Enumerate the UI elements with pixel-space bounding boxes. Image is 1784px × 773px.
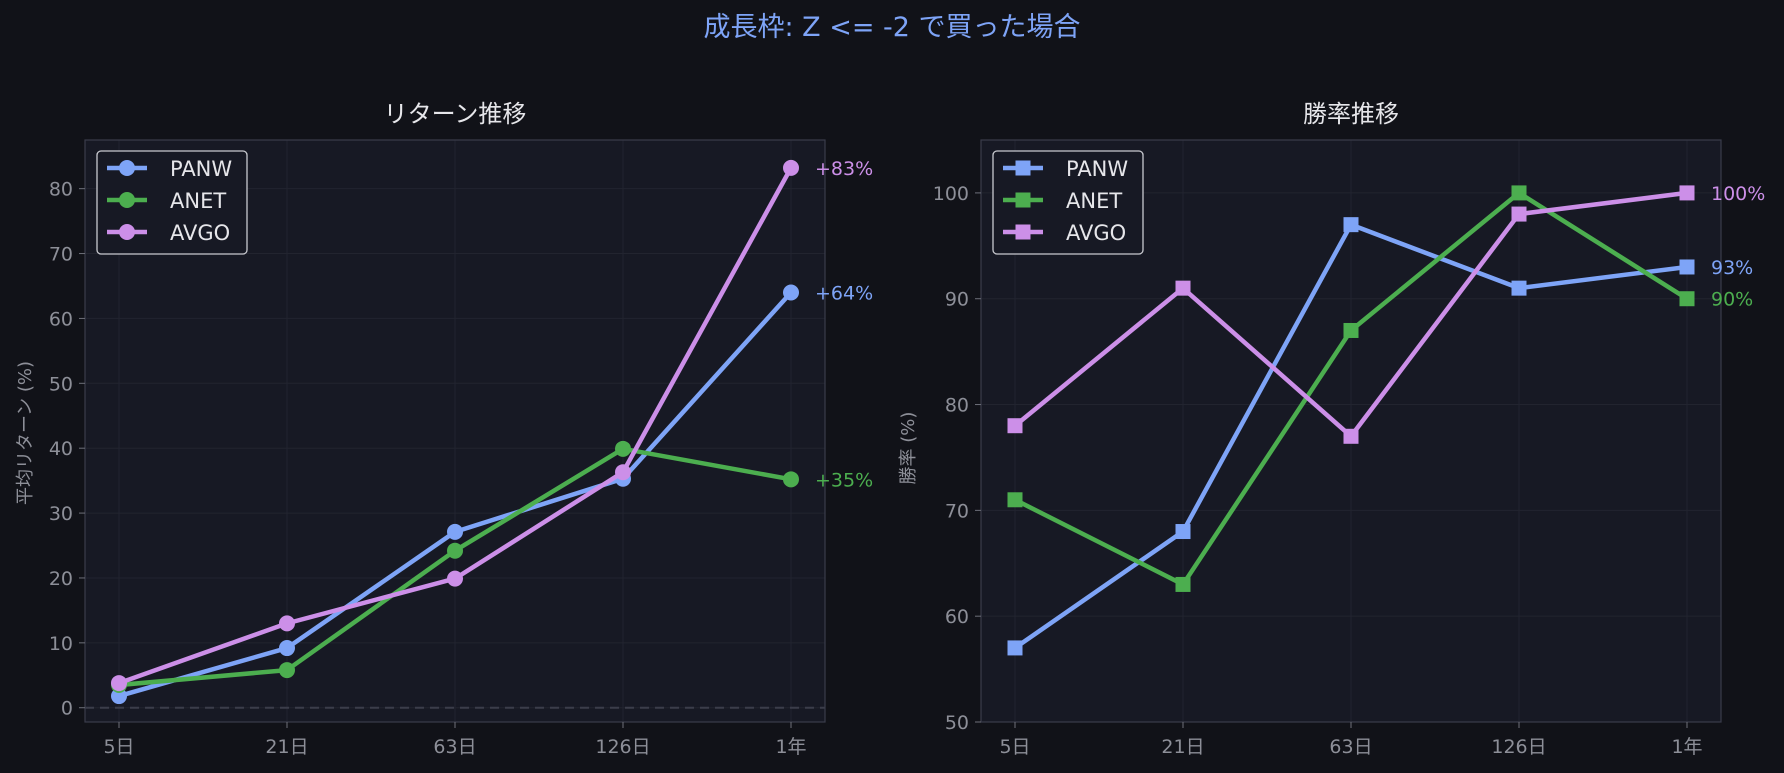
y-tick-label: 100 bbox=[933, 183, 969, 205]
legend-label: ANET bbox=[1066, 189, 1122, 213]
legend-marker bbox=[1015, 224, 1031, 240]
avgo-end-label: 100% bbox=[1711, 183, 1765, 205]
winrate-series-anet: 90% bbox=[1007, 185, 1753, 592]
y-tick-label: 20 bbox=[49, 568, 73, 590]
x-tick-label: 5日 bbox=[103, 736, 134, 758]
panw-point bbox=[1343, 217, 1359, 233]
returns-legend: PANW ANET AVGO bbox=[96, 150, 248, 255]
y-tick-label: 70 bbox=[945, 500, 969, 522]
panw-point bbox=[1511, 280, 1527, 296]
winrate-series-avgo: 100% bbox=[1007, 183, 1765, 444]
avgo-point bbox=[783, 159, 799, 176]
panw-point bbox=[1007, 640, 1023, 656]
legend-label: PANW bbox=[1066, 157, 1128, 181]
y-tick-label: 10 bbox=[49, 633, 73, 655]
legend-marker bbox=[1015, 192, 1031, 208]
legend-marker bbox=[119, 160, 135, 176]
legend-label: AVGO bbox=[170, 221, 230, 245]
panw-point bbox=[783, 284, 799, 301]
x-tick-label: 1年 bbox=[1671, 736, 1702, 758]
x-tick-label: 126日 bbox=[1491, 736, 1546, 758]
returns-series-anet: +35% bbox=[111, 440, 873, 694]
winrate-chart-y-axis-label: 勝率 (%) bbox=[898, 412, 919, 485]
panw-point bbox=[1175, 524, 1191, 540]
panw-end-label: 93% bbox=[1711, 257, 1753, 279]
panw-point bbox=[279, 640, 295, 657]
avgo-end-label: +83% bbox=[815, 158, 873, 180]
legend-marker bbox=[119, 192, 135, 208]
panw-point bbox=[447, 523, 463, 540]
panw-point bbox=[1679, 259, 1695, 275]
winrate-chart: 勝率推移 勝率 (%) 50 60 70 80 90 100 5日 21日 63日 126日 1年 9… bbox=[898, 100, 1765, 758]
x-tick-label: 5日 bbox=[999, 736, 1030, 758]
y-tick-label: 50 bbox=[49, 373, 73, 395]
returns-chart: リターン推移 平均リターン (%) 0 10 20 30 40 50 60 70 80 5日 21日… bbox=[15, 100, 873, 758]
anet-point bbox=[1175, 576, 1191, 592]
x-tick-label: 21日 bbox=[1161, 736, 1204, 758]
y-tick-label: 80 bbox=[49, 179, 73, 201]
y-tick-label: 30 bbox=[49, 503, 73, 525]
legend-label: ANET bbox=[170, 189, 226, 213]
y-tick-label: 50 bbox=[945, 712, 969, 734]
anet-point bbox=[1007, 492, 1023, 508]
anet-point bbox=[1343, 322, 1359, 338]
legend-label: PANW bbox=[170, 157, 232, 181]
avgo-point bbox=[1175, 280, 1191, 296]
figure-title: 成長枠: Z <= -2 で買った場合 bbox=[703, 12, 1080, 43]
panw-end-label: +64% bbox=[815, 282, 873, 304]
winrate-legend: PANW ANET AVGO bbox=[992, 150, 1144, 255]
anet-point bbox=[279, 662, 295, 679]
returns-chart-y-axis-label: 平均リターン (%) bbox=[15, 361, 36, 505]
y-tick-label: 70 bbox=[49, 244, 73, 266]
avgo-point bbox=[1511, 206, 1527, 222]
legend-marker bbox=[1015, 160, 1031, 176]
avgo-point bbox=[1679, 185, 1695, 201]
y-tick-label: 0 bbox=[61, 698, 73, 720]
anet-point bbox=[615, 440, 631, 457]
avgo-point bbox=[279, 615, 295, 632]
y-tick-label: 80 bbox=[945, 395, 969, 417]
winrate-series-panw: 93% bbox=[1007, 217, 1753, 656]
panw-point bbox=[111, 688, 127, 705]
anet-point bbox=[447, 542, 463, 559]
anet-point bbox=[783, 471, 799, 488]
returns-chart-title: リターン推移 bbox=[384, 100, 527, 128]
x-tick-label: 21日 bbox=[265, 736, 308, 758]
avgo-point bbox=[1343, 428, 1359, 444]
anet-end-label: 90% bbox=[1711, 289, 1753, 311]
y-tick-label: 60 bbox=[49, 308, 73, 330]
legend-marker bbox=[119, 224, 135, 240]
x-tick-label: 126日 bbox=[595, 736, 650, 758]
winrate-chart-title: 勝率推移 bbox=[1303, 100, 1399, 128]
y-tick-label: 90 bbox=[945, 289, 969, 311]
anet-point bbox=[1679, 291, 1695, 307]
y-tick-label: 40 bbox=[49, 438, 73, 460]
avgo-point bbox=[447, 570, 463, 587]
y-tick-label: 60 bbox=[945, 606, 969, 628]
returns-series-avgo: +83% bbox=[111, 158, 873, 692]
avgo-point bbox=[1007, 418, 1023, 434]
returns-series-panw: +64% bbox=[111, 282, 873, 705]
x-tick-label: 1年 bbox=[775, 736, 806, 758]
legend-label: AVGO bbox=[1066, 221, 1126, 245]
x-tick-label: 63日 bbox=[1329, 736, 1372, 758]
legend-box bbox=[96, 150, 248, 255]
avgo-point bbox=[615, 464, 631, 481]
anet-end-label: +35% bbox=[815, 469, 873, 491]
anet-point bbox=[1511, 185, 1527, 201]
x-tick-label: 63日 bbox=[433, 736, 476, 758]
avgo-point bbox=[111, 675, 127, 692]
